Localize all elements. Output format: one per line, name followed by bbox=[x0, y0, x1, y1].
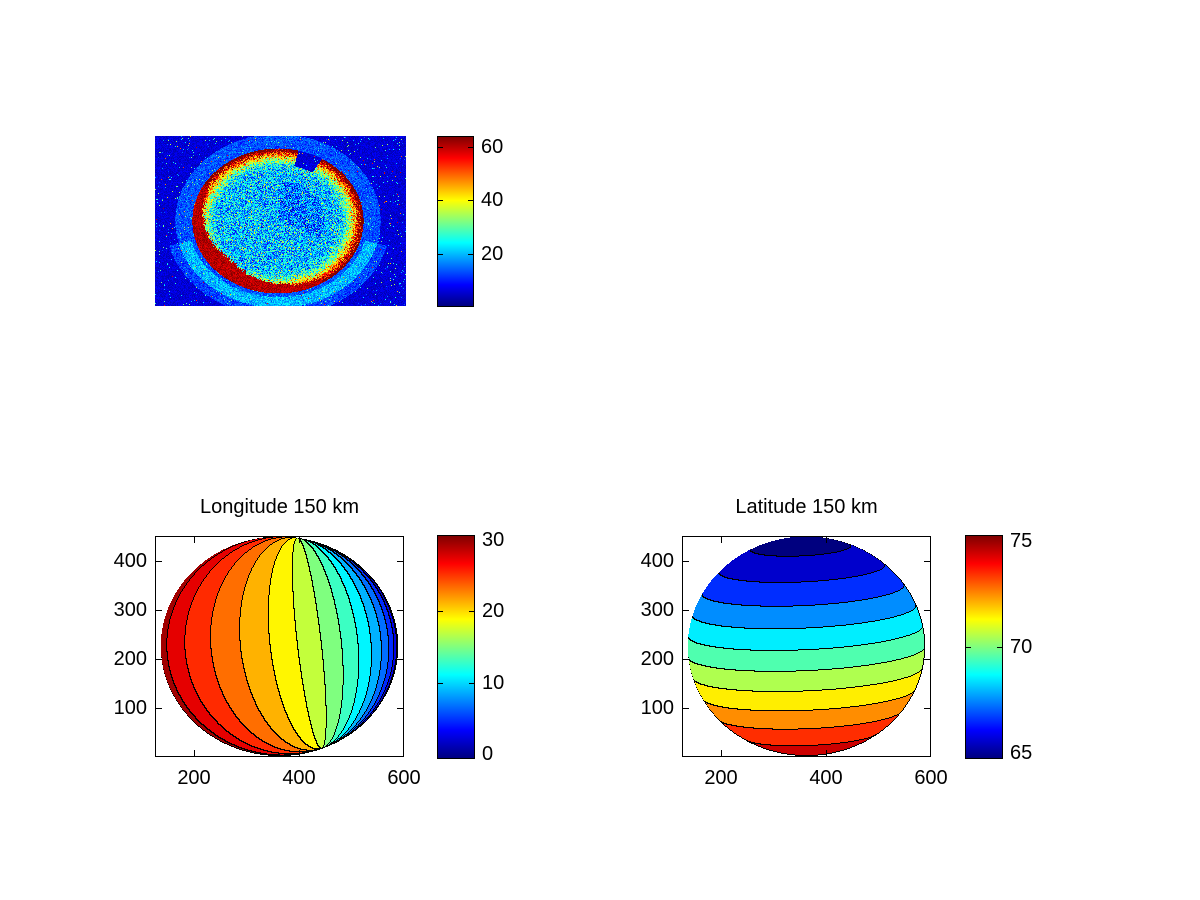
latitude-colorbar bbox=[965, 535, 1003, 759]
y-tick-mark bbox=[397, 659, 403, 660]
latitude-axes-box bbox=[682, 536, 931, 757]
latitude-contour-plot bbox=[682, 536, 931, 757]
longitude-colorbar bbox=[437, 535, 475, 759]
x-tick-label: 600 bbox=[914, 767, 948, 789]
x-tick-mark bbox=[826, 750, 827, 756]
y-tick-label: 300 bbox=[113, 599, 147, 621]
x-tick-label: 400 bbox=[282, 767, 316, 789]
y-tick-label: 100 bbox=[113, 697, 147, 719]
y-tick-mark bbox=[397, 708, 403, 709]
x-tick-mark bbox=[299, 537, 300, 543]
colorbar-tick-label: 40 bbox=[481, 189, 504, 211]
colorbar-tick-mark bbox=[469, 683, 474, 684]
x-tick-mark bbox=[403, 537, 404, 543]
longitude-axes-box bbox=[155, 536, 404, 757]
y-tick-mark bbox=[683, 561, 689, 562]
colorbar-tick-label: 60 bbox=[481, 136, 504, 158]
plot-title-longitude: Longitude 150 km bbox=[199, 496, 359, 518]
longitude-contour-plot bbox=[155, 536, 404, 757]
colorbar-tick-label: 0 bbox=[482, 743, 494, 765]
x-tick-label: 200 bbox=[704, 767, 738, 789]
colorbar-tick-mark bbox=[468, 254, 473, 255]
colorbar-tick-mark bbox=[438, 254, 443, 255]
y-tick-mark bbox=[397, 561, 403, 562]
colorbar-tick-label: 65 bbox=[1010, 742, 1033, 764]
x-tick-mark bbox=[721, 750, 722, 756]
radar-heatmap-image bbox=[155, 136, 406, 306]
colorbar-tick-label: 20 bbox=[482, 600, 505, 622]
x-tick-mark bbox=[930, 537, 931, 543]
y-tick-mark bbox=[156, 659, 162, 660]
colorbar-tick-label: 75 bbox=[1010, 530, 1033, 552]
y-tick-mark bbox=[397, 610, 403, 611]
colorbar-tick-label: 70 bbox=[1010, 636, 1033, 658]
y-tick-label: 400 bbox=[113, 550, 147, 572]
y-tick-label: 300 bbox=[640, 599, 674, 621]
x-tick-mark bbox=[826, 537, 827, 543]
x-tick-mark bbox=[930, 750, 931, 756]
x-tick-mark bbox=[194, 750, 195, 756]
y-tick-mark bbox=[924, 659, 930, 660]
x-tick-label: 600 bbox=[387, 767, 421, 789]
colorbar-tick-mark bbox=[438, 200, 443, 201]
y-tick-mark bbox=[924, 561, 930, 562]
colorbar-tick-mark bbox=[438, 683, 443, 684]
y-tick-mark bbox=[924, 708, 930, 709]
y-tick-label: 200 bbox=[113, 648, 147, 670]
x-tick-mark bbox=[299, 750, 300, 756]
radar-colorbar bbox=[437, 136, 474, 307]
colorbar-tick-mark bbox=[438, 147, 443, 148]
x-tick-label: 200 bbox=[177, 767, 211, 789]
x-tick-mark bbox=[721, 537, 722, 543]
colorbar-tick-mark bbox=[997, 647, 1002, 648]
colorbar-tick-label: 10 bbox=[482, 672, 505, 694]
x-tick-label: 400 bbox=[809, 767, 843, 789]
x-tick-mark bbox=[194, 537, 195, 543]
x-tick-mark bbox=[403, 750, 404, 756]
y-tick-mark bbox=[683, 708, 689, 709]
y-tick-mark bbox=[683, 610, 689, 611]
colorbar-tick-mark bbox=[469, 611, 474, 612]
y-tick-mark bbox=[156, 708, 162, 709]
plot-title-latitude: Latitude 150 km bbox=[735, 496, 878, 518]
y-tick-label: 400 bbox=[640, 550, 674, 572]
y-tick-mark bbox=[683, 659, 689, 660]
y-tick-label: 200 bbox=[640, 648, 674, 670]
colorbar-tick-mark bbox=[438, 611, 443, 612]
colorbar-tick-mark bbox=[468, 200, 473, 201]
y-tick-mark bbox=[924, 610, 930, 611]
colorbar-tick-mark bbox=[468, 147, 473, 148]
y-tick-mark bbox=[156, 610, 162, 611]
colorbar-tick-label: 30 bbox=[482, 529, 505, 551]
y-tick-label: 100 bbox=[640, 697, 674, 719]
colorbar-tick-label: 20 bbox=[481, 243, 504, 265]
y-tick-mark bbox=[156, 561, 162, 562]
colorbar-tick-mark bbox=[966, 647, 971, 648]
